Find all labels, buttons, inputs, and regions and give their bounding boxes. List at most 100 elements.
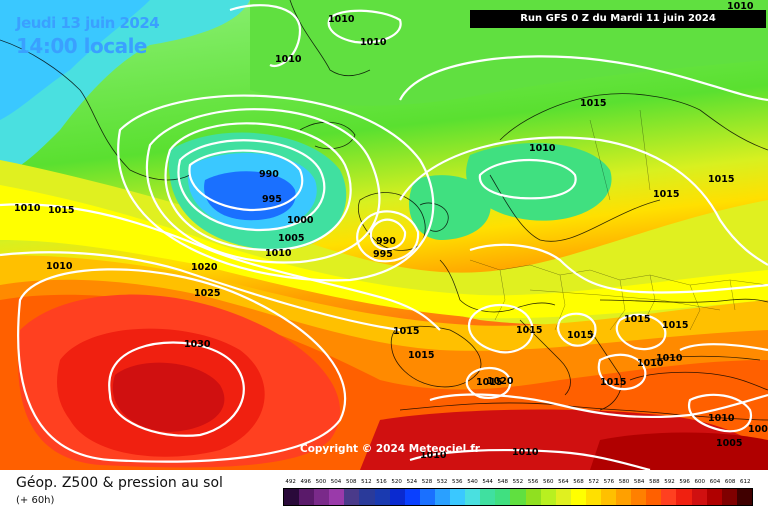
coastlines [0,0,768,421]
isobar-label: 1015 [476,377,502,388]
forecast-date: Jeudi 13 juin 2024 [16,14,160,32]
legend-tick-label: 500 [315,479,327,485]
forecast-time: 14:00 locale [16,34,148,58]
legend-swatch [419,489,435,505]
isobar-label: 1010 [265,248,292,259]
isobar-label: 1015 [48,205,74,216]
legend-tick-label: 568 [573,479,584,485]
isobar-label: 1010 [46,261,73,272]
legend-swatch [525,489,541,505]
legend-tick-label: 600 [694,479,706,485]
isobar-label: 1010 [656,353,683,364]
isobar-label: 1015 [624,314,650,325]
legend-tick-label: 496 [300,479,311,485]
legend-swatch [691,489,707,505]
lead-time: (+ 60h) [16,495,55,506]
legend-ticks: 492 496 500 504 508 512 516 520 524 528 532 536 540 5… [283,476,753,488]
legend-swatch [661,489,677,505]
legend-tick-label: 556 [527,479,539,485]
legend-tick-label: 540 [467,479,478,485]
legend-swatch [721,489,737,505]
legend-swatch [646,489,662,505]
isobar-label: 1010 [637,358,664,369]
legend-swatch [374,489,390,505]
isobar-label: 1010 [275,54,302,65]
isobar-label: 990 [376,236,396,247]
isobar-label: 1010 [708,413,735,424]
weather-map: 1010 1010 1010 1010 1015 990 995 1000 10… [0,0,768,470]
legend-tick-label: 584 [633,479,645,485]
legend-tick-label: 552 [512,479,524,485]
legend-swatch [555,489,571,505]
legend-tick-label: 524 [406,479,418,485]
legend-tick-label: 528 [421,479,433,485]
isobar-label: 1010 [360,37,387,48]
borders [469,109,768,331]
isobar-label: 1030 [184,339,211,350]
legend-swatch [736,489,752,505]
legend-tick-label: 612 [740,479,751,485]
legend-tick-label: 564 [558,479,569,485]
legend-tick-label: 608 [724,479,736,485]
legend-swatch [585,489,601,505]
legend-swatch [299,489,315,505]
legend-swatch [389,489,405,505]
legend-tick-label: 588 [649,479,660,485]
legend-tick-label: 544 [482,479,493,485]
isobar-label: 1000 [287,215,314,226]
isobar-label: 1010 [727,1,754,12]
isobar-label: 1010 [512,447,539,458]
isobar-label: 1005 [748,424,768,435]
product-title: Géop. Z500 & pression au sol [16,475,223,491]
model-run-banner: Run GFS 0 Z du Mardi 11 juin 2024 [470,10,766,28]
isobar-label: 1010 [420,450,447,461]
isobar-label: 990 [259,169,279,180]
legend-swatch [676,489,692,505]
isobar-label: 1025 [194,288,220,299]
copyright-notice: Copyright © 2024 Meteociel.fr [300,443,480,455]
legend-tick-label: 508 [345,479,357,485]
legend-tick-label: 580 [618,479,630,485]
isobar-label: 1005 [278,233,304,244]
legend-swatch [329,489,345,505]
isobar-labels: 1010 1010 1010 1010 1015 990 995 1000 10… [14,1,768,461]
legend-swatch [631,489,647,505]
footer-bar: Géop. Z500 & pression au sol (+ 60h) 492… [0,470,768,512]
legend-tick-label: 492 [285,479,296,485]
legend-tick-label: 548 [497,479,509,485]
legend-swatch [480,489,496,505]
legend-swatch [344,489,360,505]
isobars [0,4,768,470]
isobar-label: 1015 [600,377,626,388]
legend-swatches [283,488,753,506]
isobar-label: 995 [262,194,282,205]
isobar-label: 1015 [662,320,688,331]
isobar-label: 1015 [393,326,419,337]
legend-swatch [570,489,586,505]
isobar-label: 1015 [408,350,434,361]
isobar-label: 1010 [14,203,41,214]
legend-swatch [495,489,511,505]
isobar-label: 1010 [529,143,556,154]
legend-tick-label: 576 [603,479,615,485]
legend-tick-label: 532 [436,479,448,485]
legend-swatch [404,489,420,505]
legend-swatch [600,489,617,505]
isobar-label: 1015 [653,189,679,200]
legend-swatch [540,489,556,505]
legend-swatch [450,489,466,505]
isobar-label: 1010 [328,14,355,25]
legend-tick-label: 512 [361,479,372,485]
legend-tick-label: 572 [588,479,599,485]
legend-tick-label: 536 [452,479,463,485]
legend-swatch [706,489,722,505]
legend-swatch [284,489,300,505]
isobar-label: 1015 [567,330,593,341]
legend-tick-label: 592 [664,479,675,485]
legend-swatch [434,489,451,505]
legend-swatch [616,489,632,505]
isobar-label: 1005 [716,438,742,449]
isobar-label: 1015 [516,325,542,336]
legend-swatch [359,489,375,505]
isobar-label: 1020 [191,262,218,273]
